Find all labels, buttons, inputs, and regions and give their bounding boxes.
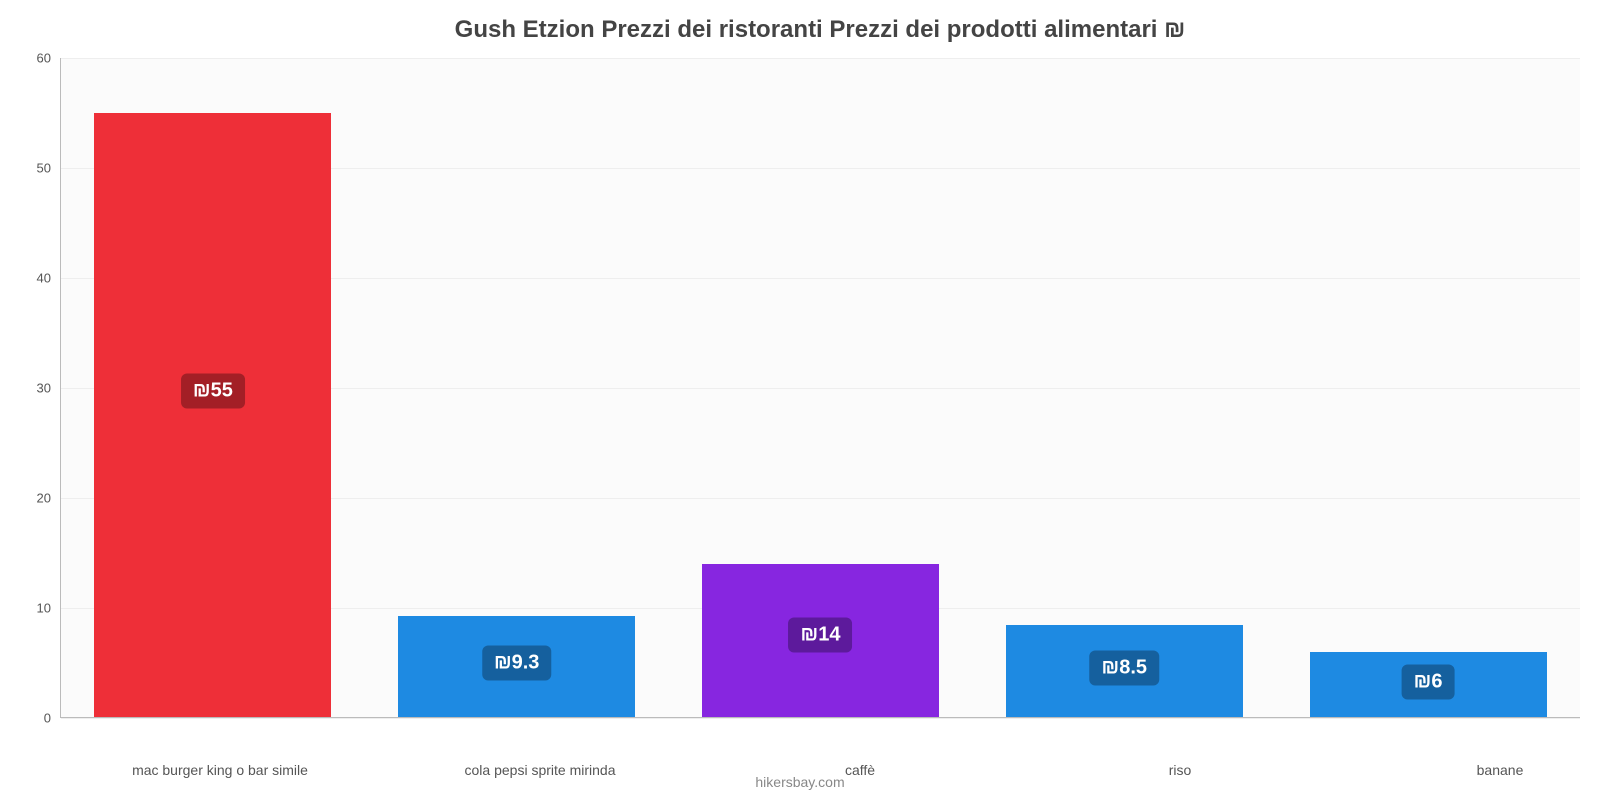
bars-container: ₪55 ₪9.3 ₪14 ₪8.5 ₪6 xyxy=(61,58,1580,718)
value-badge: ₪9.3 xyxy=(482,645,551,680)
bar: ₪55 xyxy=(94,113,331,718)
plot-area: ₪55₪9.3₪14₪8.5₪6 0102030405060 xyxy=(60,58,1580,718)
bar-slot: ₪9.3 xyxy=(365,58,669,718)
value-badge: ₪14 xyxy=(789,617,853,652)
bar: ₪6 xyxy=(1310,652,1547,718)
bar-slot: ₪55 xyxy=(61,58,365,718)
bar: ₪8.5 xyxy=(1006,625,1243,719)
bar-slot: ₪14 xyxy=(669,58,973,718)
price-bar-chart: Gush Etzion Prezzi dei ristoranti Prezzi… xyxy=(0,0,1600,800)
bar: ₪9.3 xyxy=(398,616,635,718)
y-tick-label: 20 xyxy=(37,491,51,506)
y-tick-label: 10 xyxy=(37,601,51,616)
bar-slot: ₪8.5 xyxy=(972,58,1276,718)
y-tick-label: 30 xyxy=(37,381,51,396)
y-tick-label: 60 xyxy=(37,51,51,66)
value-badge: ₪6 xyxy=(1402,665,1455,700)
bar-slot: ₪6 xyxy=(1276,58,1580,718)
chart-title: Gush Etzion Prezzi dei ristoranti Prezzi… xyxy=(60,16,1580,44)
attribution-text: hikersbay.com xyxy=(0,774,1600,790)
x-baseline xyxy=(61,717,1580,718)
gridline xyxy=(61,718,1580,719)
value-badge: ₪8.5 xyxy=(1090,650,1159,685)
y-tick-label: 40 xyxy=(37,271,51,286)
bar: ₪14 xyxy=(702,564,939,718)
y-tick-label: 0 xyxy=(44,711,51,726)
value-badge: ₪55 xyxy=(181,374,245,409)
y-tick-label: 50 xyxy=(37,161,51,176)
